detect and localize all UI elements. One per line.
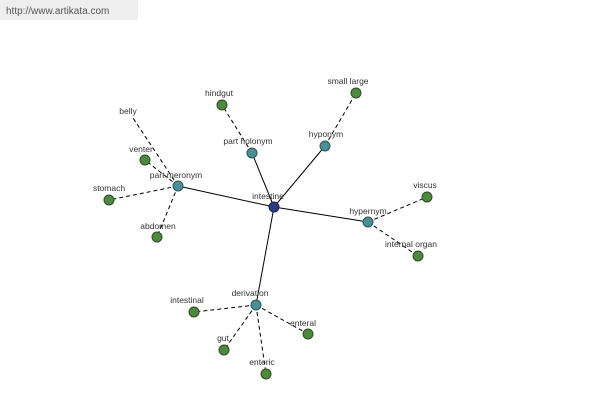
center-node <box>268 201 280 213</box>
relation-node <box>246 147 258 159</box>
term-node <box>188 306 200 318</box>
edge <box>177 185 275 208</box>
term-node <box>103 194 115 206</box>
edge <box>221 104 253 154</box>
edge <box>367 196 428 223</box>
term-label: abdomen <box>140 221 176 231</box>
relation-label: part holonym <box>223 136 272 146</box>
term-label: viscus <box>413 180 437 190</box>
edge <box>144 159 179 187</box>
term-label: stomach <box>93 183 125 193</box>
nodes <box>103 87 433 380</box>
relation-label: hypernym <box>349 206 386 216</box>
edge <box>223 304 257 351</box>
edge <box>273 145 326 208</box>
term-label: internal organ <box>385 239 437 249</box>
edge <box>273 206 369 223</box>
edge <box>324 92 357 147</box>
term-node <box>139 154 151 166</box>
term-label: enteric <box>249 357 275 367</box>
edge <box>193 304 257 313</box>
edge <box>156 185 179 238</box>
term-node <box>421 191 433 203</box>
relation-node <box>362 216 374 228</box>
term-label: venter <box>129 144 153 154</box>
edge <box>251 152 275 208</box>
relation-node <box>250 299 262 311</box>
term-node <box>151 231 163 243</box>
edge <box>367 221 419 257</box>
term-node <box>302 328 314 340</box>
url-box <box>0 0 138 20</box>
term-label: belly <box>119 106 137 116</box>
term-label: gut <box>217 333 229 343</box>
center-label: intestine <box>252 191 284 201</box>
term-label: intestinal <box>170 295 204 305</box>
term-node <box>350 87 362 99</box>
term-label: enteral <box>290 318 316 328</box>
edge <box>255 206 275 306</box>
edge <box>108 185 179 201</box>
term-label: hindgut <box>205 88 234 98</box>
relation-label: hyponym <box>309 129 344 139</box>
term-node <box>260 368 272 380</box>
relation-label: part meronym <box>150 170 202 180</box>
url: http://www.artikata.com <box>6 6 109 17</box>
edge <box>255 304 267 375</box>
edges <box>108 92 428 375</box>
relation-label: derivation <box>232 288 269 298</box>
relation-node <box>319 140 331 152</box>
labels: intestine part holonym hyponym part mero… <box>93 76 437 367</box>
term-node <box>216 99 228 111</box>
term-label: small large <box>327 76 368 86</box>
term-node <box>218 344 230 356</box>
edge <box>255 304 309 335</box>
relation-node <box>172 180 184 192</box>
term-node <box>412 250 424 262</box>
